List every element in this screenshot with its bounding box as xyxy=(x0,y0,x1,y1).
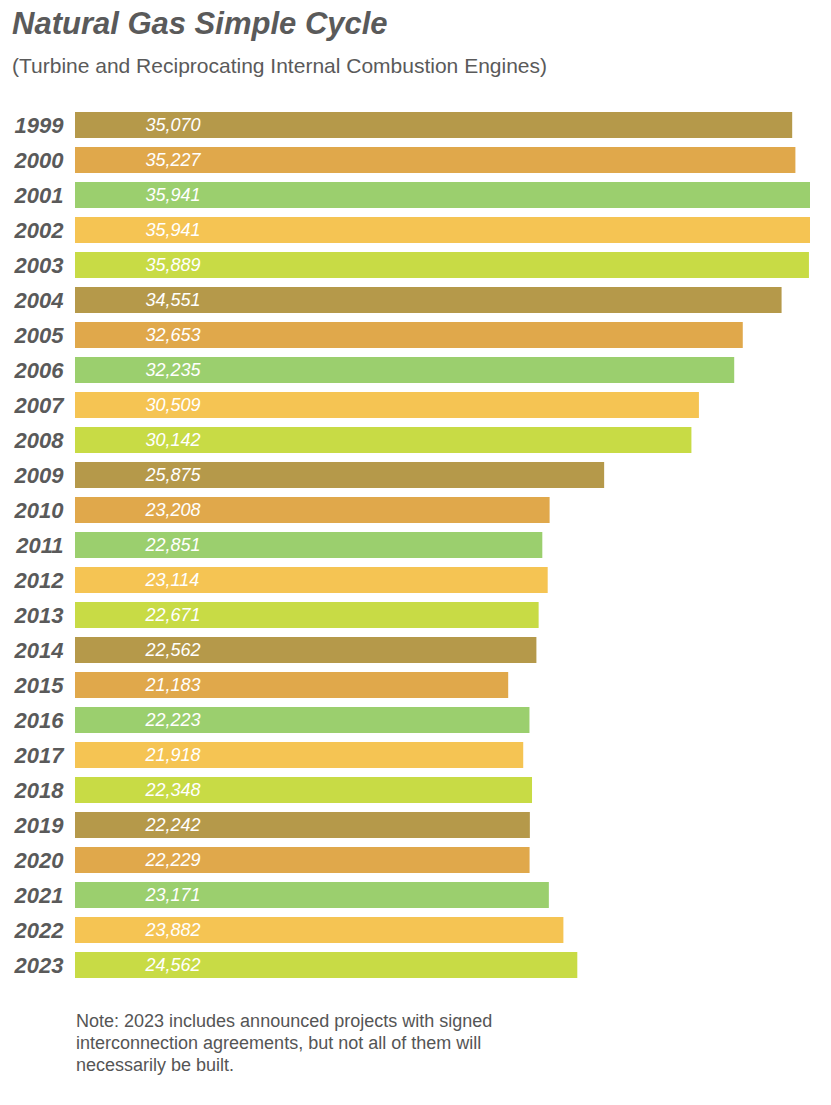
svg-text:30,509: 30,509 xyxy=(146,395,201,415)
svg-text:2022: 2022 xyxy=(14,918,65,943)
svg-text:21,183: 21,183 xyxy=(145,675,201,695)
svg-text:2003: 2003 xyxy=(14,253,64,278)
svg-text:32,653: 32,653 xyxy=(146,325,201,345)
svg-text:22,348: 22,348 xyxy=(145,780,201,800)
svg-text:30,142: 30,142 xyxy=(146,430,201,450)
svg-text:2021: 2021 xyxy=(14,883,64,908)
svg-text:2005: 2005 xyxy=(14,323,65,348)
svg-text:2018: 2018 xyxy=(14,778,65,803)
svg-text:22,242: 22,242 xyxy=(145,815,201,835)
svg-text:2008: 2008 xyxy=(14,428,65,453)
svg-text:2002: 2002 xyxy=(14,218,65,243)
svg-text:35,227: 35,227 xyxy=(146,150,202,170)
svg-text:2006: 2006 xyxy=(14,358,65,383)
svg-text:2016: 2016 xyxy=(14,708,65,733)
svg-text:34,551: 34,551 xyxy=(146,290,201,310)
svg-text:2017: 2017 xyxy=(14,743,66,768)
svg-text:2012: 2012 xyxy=(14,568,65,593)
html-text:Note: 2023 includes announced: Note: 2023 includes announced projects w… xyxy=(76,1011,493,1075)
svg-text:35,941: 35,941 xyxy=(146,220,201,240)
svg-text:23,171: 23,171 xyxy=(145,885,201,905)
svg-text:23,114: 23,114 xyxy=(145,570,200,590)
svg-text:2020: 2020 xyxy=(14,848,65,873)
svg-text:23,882: 23,882 xyxy=(145,920,201,940)
svg-text:2023: 2023 xyxy=(14,953,64,978)
html-text:Natural Gas Simple Cycle: Natural Gas Simple Cycle xyxy=(12,6,388,41)
svg-text:21,918: 21,918 xyxy=(145,745,201,765)
svg-text:35,941: 35,941 xyxy=(146,185,201,205)
svg-text:1999: 1999 xyxy=(15,113,65,138)
svg-text:32,235: 32,235 xyxy=(146,360,202,380)
svg-text:22,671: 22,671 xyxy=(145,605,201,625)
svg-text:2019: 2019 xyxy=(14,813,65,838)
svg-text:22,223: 22,223 xyxy=(145,710,201,730)
svg-text:2011: 2011 xyxy=(15,533,63,558)
svg-text:35,070: 35,070 xyxy=(146,115,201,135)
svg-text:22,229: 22,229 xyxy=(145,850,201,870)
svg-text:2001: 2001 xyxy=(14,183,64,208)
svg-text:2007: 2007 xyxy=(14,393,66,418)
svg-text:2004: 2004 xyxy=(14,288,64,313)
svg-text:22,562: 22,562 xyxy=(145,640,201,660)
svg-text:2014: 2014 xyxy=(14,638,64,663)
svg-text:22,851: 22,851 xyxy=(145,535,201,555)
svg-text:2000: 2000 xyxy=(14,148,65,173)
svg-text:23,208: 23,208 xyxy=(145,500,201,520)
svg-text:2013: 2013 xyxy=(14,603,64,628)
html-text:(Turbine and Reciprocating Int: (Turbine and Reciprocating Internal Comb… xyxy=(12,54,547,77)
svg-text:2009: 2009 xyxy=(14,463,65,488)
svg-text:35,889: 35,889 xyxy=(146,255,201,275)
svg-text:24,562: 24,562 xyxy=(145,955,201,975)
svg-text:25,875: 25,875 xyxy=(145,465,202,485)
svg-text:2015: 2015 xyxy=(14,673,65,698)
svg-text:2010: 2010 xyxy=(14,498,65,523)
